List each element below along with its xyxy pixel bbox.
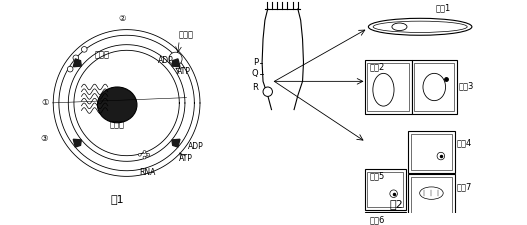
Ellipse shape	[419, 187, 443, 199]
Circle shape	[143, 151, 146, 153]
Text: 细胞5: 细胞5	[369, 172, 385, 181]
Text: RNA: RNA	[139, 168, 155, 177]
Text: ATP: ATP	[179, 154, 192, 163]
Text: ADP: ADP	[158, 56, 174, 65]
Bar	[365, 212, 406, 225]
Text: R: R	[252, 83, 258, 92]
Circle shape	[437, 152, 445, 160]
Bar	[367, 215, 403, 225]
Ellipse shape	[373, 73, 394, 106]
Circle shape	[73, 55, 79, 61]
Text: 细胞3: 细胞3	[458, 81, 474, 90]
Text: 细胞6: 细胞6	[369, 215, 385, 224]
Text: Q: Q	[252, 69, 258, 78]
Text: P: P	[253, 58, 258, 67]
Circle shape	[139, 153, 141, 156]
Bar	[412, 60, 457, 114]
Bar	[367, 63, 409, 111]
Text: ②: ②	[118, 14, 125, 23]
Ellipse shape	[392, 23, 407, 31]
Text: 图2: 图2	[390, 199, 404, 209]
Circle shape	[143, 156, 146, 159]
Bar	[367, 172, 403, 207]
Bar	[408, 175, 455, 216]
Circle shape	[263, 87, 272, 96]
Text: ①: ①	[41, 99, 48, 108]
Circle shape	[82, 47, 87, 52]
Text: ADP: ADP	[188, 142, 204, 151]
Ellipse shape	[368, 18, 472, 35]
Bar	[408, 131, 455, 173]
Bar	[411, 177, 452, 213]
Ellipse shape	[423, 73, 445, 101]
Text: 细胞核: 细胞核	[110, 120, 125, 129]
Text: 细胞2: 细胞2	[369, 63, 385, 72]
Text: 细胞4: 细胞4	[457, 139, 472, 148]
Bar	[415, 63, 454, 111]
Polygon shape	[73, 139, 81, 147]
Circle shape	[169, 52, 182, 65]
Text: 细胞7: 细胞7	[457, 182, 472, 191]
Text: ③: ③	[40, 134, 47, 143]
Text: ATP: ATP	[177, 67, 191, 76]
Text: 细胞1: 细胞1	[436, 3, 451, 12]
Bar	[365, 169, 406, 210]
Circle shape	[67, 66, 73, 72]
Polygon shape	[172, 139, 180, 147]
Bar	[365, 60, 412, 114]
Ellipse shape	[373, 21, 467, 32]
Circle shape	[147, 153, 150, 156]
Text: 小分子: 小分子	[95, 51, 110, 60]
Polygon shape	[172, 59, 180, 67]
Polygon shape	[73, 59, 81, 67]
Circle shape	[390, 190, 397, 198]
Ellipse shape	[97, 87, 137, 123]
Bar	[411, 134, 452, 170]
Text: 蛋白质: 蛋白质	[178, 31, 193, 40]
Text: 图1: 图1	[110, 194, 124, 204]
